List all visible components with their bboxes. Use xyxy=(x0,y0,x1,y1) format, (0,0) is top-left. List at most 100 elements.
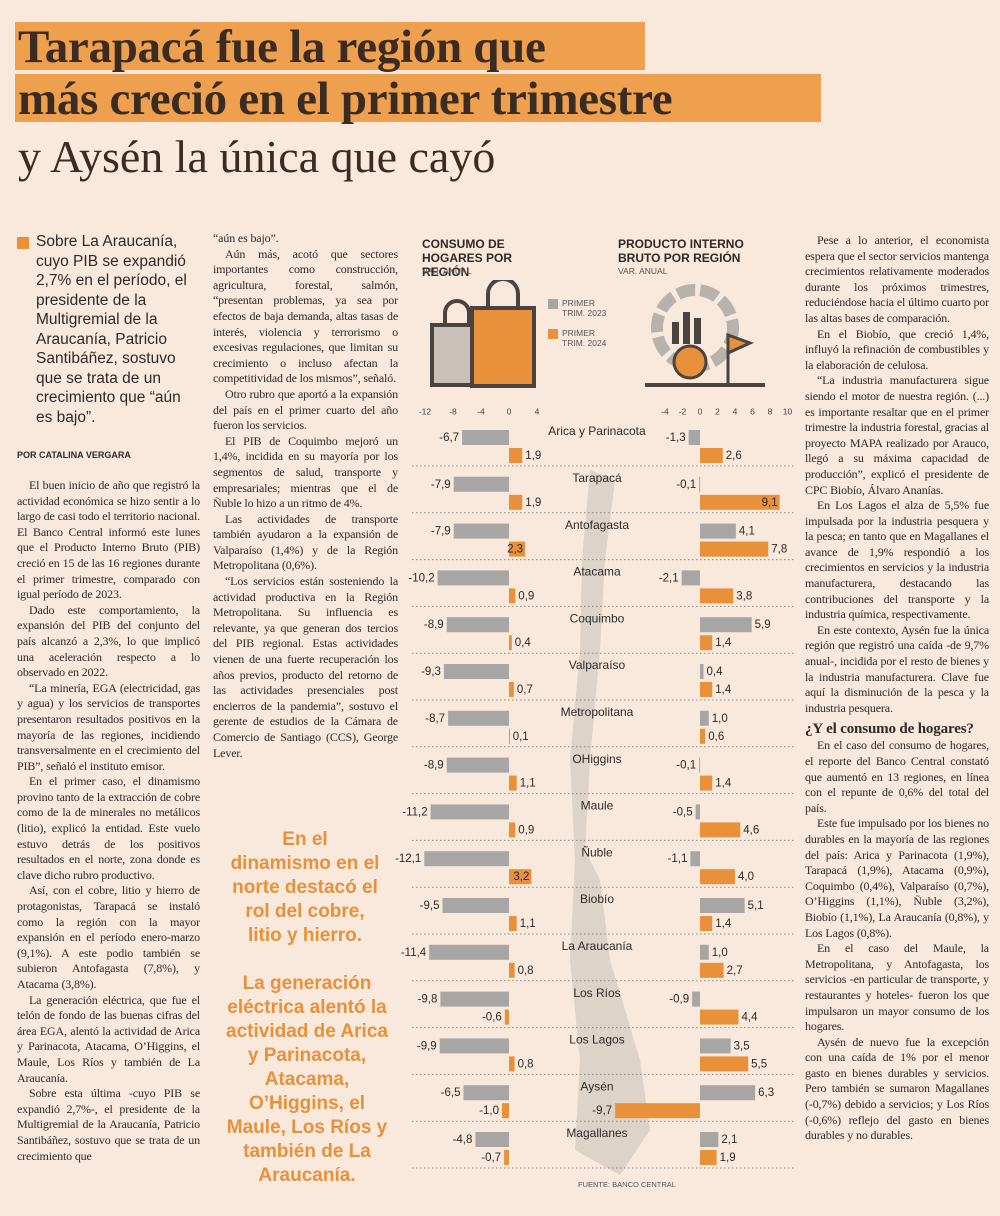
category-label: Los Lagos xyxy=(569,1033,624,1047)
category-label: Magallanes xyxy=(566,1126,627,1140)
bar xyxy=(437,570,509,586)
bar xyxy=(509,962,515,978)
panel-title: PRODUCTO INTERNO BRUTO POR REGIÓN xyxy=(618,237,744,265)
value-label: 2,3 xyxy=(507,544,523,556)
bar xyxy=(615,1103,700,1119)
icons xyxy=(430,280,765,388)
value-label: -0,7 xyxy=(481,1152,501,1164)
bar xyxy=(700,523,736,539)
bar xyxy=(439,1038,509,1054)
bar xyxy=(681,570,700,586)
legend-label: PRIMER TRIM. 2024 xyxy=(562,328,607,348)
x-tick-label: 0 xyxy=(507,406,512,416)
bar xyxy=(448,710,509,726)
value-label: 1,9 xyxy=(525,497,541,509)
value-label: 0,6 xyxy=(708,731,724,743)
bar xyxy=(700,1150,717,1165)
value-label: -0,6 xyxy=(482,1012,502,1024)
bar xyxy=(700,588,734,604)
value-label: -7,9 xyxy=(431,479,451,491)
category-label: La Araucanía xyxy=(562,939,633,953)
value-label: 5,9 xyxy=(755,619,771,631)
pie-icon xyxy=(694,318,701,344)
x-tick-label: -2 xyxy=(679,406,687,416)
bar xyxy=(442,898,509,913)
bar xyxy=(699,757,701,773)
value-label: -8,9 xyxy=(424,760,444,772)
bar xyxy=(700,898,745,913)
byline: POR CATALINA VERGARA xyxy=(17,450,131,460)
x-tick-label: 6 xyxy=(750,406,755,416)
bar xyxy=(453,476,509,492)
panel-title: CONSUMO DE HOGARES POR REGIÓN xyxy=(422,237,513,279)
bar xyxy=(700,682,713,697)
value-label: 4,0 xyxy=(738,871,754,883)
bar xyxy=(509,494,523,510)
x-tick-label: 0 xyxy=(698,406,703,416)
bag-icon xyxy=(443,299,471,325)
value-label: 5,1 xyxy=(748,900,764,912)
bar xyxy=(443,664,509,679)
value-label: 2,7 xyxy=(727,965,743,977)
paragraph: En el caso del Maule, la Metropolitana, … xyxy=(805,941,989,1034)
value-label: 1,9 xyxy=(525,450,541,462)
x-tick-label: -4 xyxy=(661,406,669,416)
paragraph: En este contexto, Aysén fue la única reg… xyxy=(805,622,989,715)
bar xyxy=(446,757,509,773)
value-label: -1,3 xyxy=(666,432,686,444)
value-label: -1,0 xyxy=(479,1105,499,1117)
value-label: -0,9 xyxy=(669,994,689,1006)
value-label: 1,4 xyxy=(715,778,732,790)
x-tick-label: -8 xyxy=(449,406,457,416)
bar xyxy=(509,682,514,697)
bar xyxy=(509,1056,515,1072)
paragraph: Pese a lo anterior, el economista espera… xyxy=(805,233,989,325)
pie-icon xyxy=(672,344,708,380)
bar xyxy=(446,617,509,633)
bar xyxy=(429,944,509,960)
bar xyxy=(509,541,526,557)
value-label: 1,1 xyxy=(520,918,536,930)
value-label: 0,4 xyxy=(515,637,532,649)
bag-icon xyxy=(486,280,520,308)
headline: Tarapacá fue la región que xyxy=(18,21,546,73)
value-label: -0,1 xyxy=(676,760,696,772)
value-label: -1,1 xyxy=(668,853,688,865)
bar xyxy=(700,1038,731,1054)
bar xyxy=(688,430,700,445)
paragraph: En el Biobío, que creció 1,4%, influyó l… xyxy=(805,326,989,372)
bar xyxy=(475,1132,509,1147)
bar xyxy=(700,916,713,931)
paragraph: El buen inicio de año que registró la ac… xyxy=(17,478,200,602)
value-label: 0,9 xyxy=(518,824,534,836)
chart: -12 -8 -4 0 4 -6,7 -7,9 -7,9 -10,2 -8,9 -9,3 -8,7 -8… xyxy=(395,406,795,1175)
value-label: -0,1 xyxy=(676,479,696,491)
value-label: -9,7 xyxy=(592,1105,612,1117)
value-label: 7,8 xyxy=(771,544,787,556)
value-label: 2,1 xyxy=(721,1134,737,1146)
value-label: 3,8 xyxy=(736,590,752,602)
x-tick-label: -12 xyxy=(419,406,432,416)
value-label: -9,5 xyxy=(420,900,440,912)
bar xyxy=(509,635,512,651)
pullquote: En el dinamismo en el norte destacó el r… xyxy=(230,829,380,946)
bar xyxy=(504,1009,509,1025)
value-label: 0,7 xyxy=(517,684,533,696)
bar xyxy=(509,869,532,885)
x-tick-label: 8 xyxy=(768,406,773,416)
value-label: 6,3 xyxy=(758,1087,774,1099)
bar xyxy=(430,804,509,820)
lead: Sobre La Araucanía, cuyo PIB se expandió… xyxy=(36,233,187,426)
value-label: 2,6 xyxy=(726,450,742,462)
value-label: 0,8 xyxy=(518,1058,534,1070)
category-label: Antofagasta xyxy=(565,518,629,532)
paragraph: Las actividades de transporte también ay… xyxy=(213,511,398,573)
bar xyxy=(700,962,724,978)
value-label: -0,5 xyxy=(673,806,693,818)
paragraph: “aún es bajo”. xyxy=(213,231,279,245)
category-label: Coquimbo xyxy=(570,611,625,625)
value-label: 4,4 xyxy=(742,1012,759,1024)
value-label: 1,0 xyxy=(712,713,728,725)
category-label: Metropolitana xyxy=(561,705,634,719)
